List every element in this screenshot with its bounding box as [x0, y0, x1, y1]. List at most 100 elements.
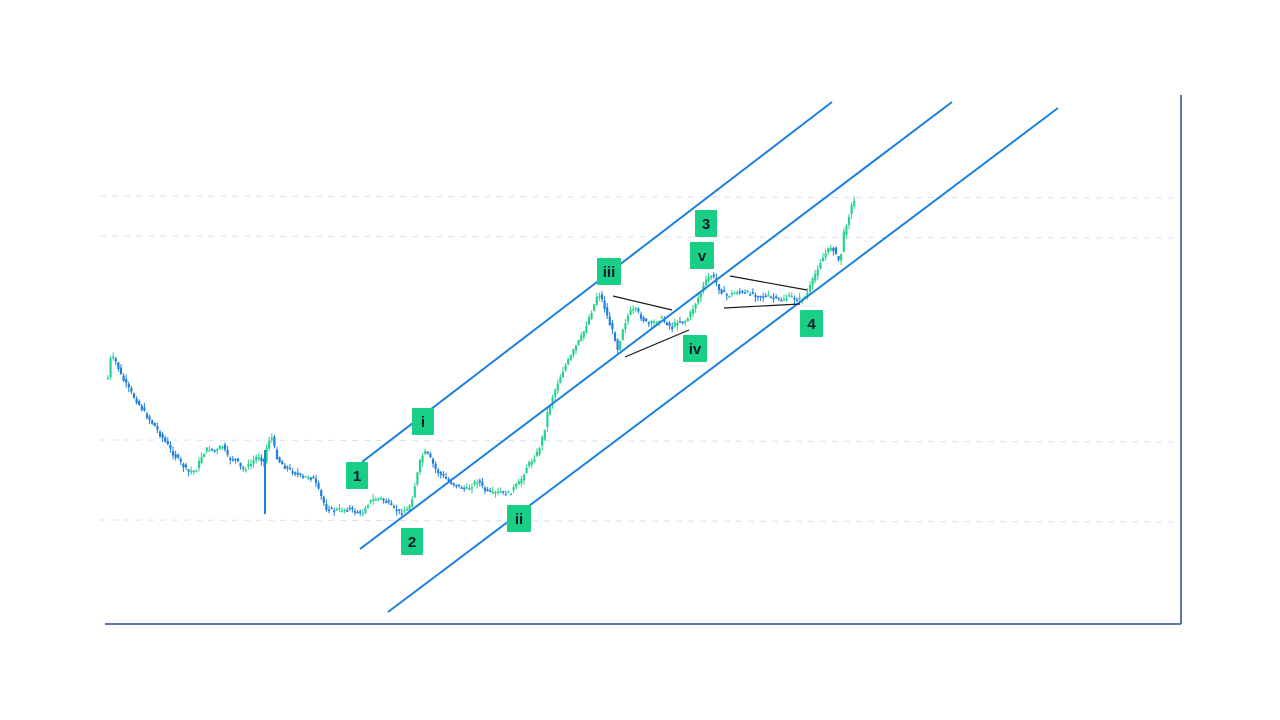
candle-body [756, 296, 760, 298]
candle-body [281, 461, 284, 465]
candle-body [239, 462, 242, 467]
wave-iv-upper-trendline [612, 295, 673, 311]
candle-body [405, 509, 409, 511]
candle-body [257, 457, 260, 459]
candle-body [255, 456, 258, 461]
candle-body [769, 296, 773, 299]
channel-middle-line [359, 101, 953, 550]
candle-body [821, 257, 825, 262]
candle-body [619, 341, 622, 350]
wave-label-box [690, 242, 714, 269]
candle-body [749, 294, 752, 296]
candle-body [361, 513, 364, 515]
candle-body [639, 314, 643, 319]
candle-body [296, 472, 299, 475]
candle-body [470, 487, 474, 489]
candle-body [455, 484, 458, 487]
candle-body [507, 491, 510, 493]
candle-body [158, 431, 162, 437]
candle-body [229, 457, 232, 460]
candle-body [759, 295, 762, 298]
candle-body [574, 345, 578, 351]
candle-body [197, 460, 201, 468]
candle-body [437, 469, 440, 474]
candle-body [673, 322, 676, 327]
wave-label-box [346, 462, 368, 489]
candle-body [580, 335, 583, 341]
candle-body [832, 247, 835, 252]
candle-body [275, 449, 279, 460]
candle-body [613, 332, 617, 342]
candle-body [426, 451, 429, 454]
candle-body [671, 326, 674, 329]
candle-body [374, 499, 377, 502]
candle-body [213, 449, 216, 452]
candle-body [762, 296, 765, 298]
candle-body [634, 307, 637, 310]
candle-body [242, 467, 245, 469]
candle-body [171, 451, 175, 456]
candle-body [444, 476, 448, 479]
candle-body [554, 389, 557, 397]
candle-body [320, 490, 323, 497]
gridline [99, 235, 1181, 239]
candle-body [327, 509, 331, 512]
candle-body [548, 405, 552, 415]
candle-body [710, 276, 713, 278]
candle-body [346, 510, 349, 512]
candle-body [785, 298, 788, 301]
candle-body [725, 294, 728, 296]
candle-body [767, 295, 770, 297]
candle-body [291, 471, 294, 474]
candle-body [226, 449, 229, 455]
candle-body [119, 367, 123, 375]
candle-body [697, 297, 700, 303]
candle-body [166, 440, 169, 445]
candle-body [216, 449, 219, 451]
candle-body [515, 483, 518, 488]
candle-body [312, 476, 315, 479]
candle-body [658, 320, 661, 323]
candle-body [153, 422, 156, 427]
wave-label-i: i [412, 408, 434, 435]
candle-body [489, 490, 492, 492]
candle-body [421, 455, 424, 463]
candle-body [398, 509, 401, 511]
wave-4-lower-trendline [723, 303, 801, 309]
wave-label-box [683, 335, 707, 362]
candle-body [676, 322, 679, 326]
candle-body [853, 200, 856, 207]
candle-body [249, 463, 253, 466]
candle-body [429, 453, 432, 458]
candle-body [600, 294, 604, 300]
candle-body [317, 483, 320, 489]
candle-body [338, 508, 341, 510]
candle-body [611, 323, 614, 330]
candle-body [491, 491, 494, 493]
candle-body [572, 349, 575, 356]
candle-body [314, 478, 318, 483]
candle-body [452, 483, 455, 485]
candle-body [353, 510, 357, 513]
candle-body [125, 379, 128, 383]
candle-body [530, 461, 533, 465]
channel-lower-line [387, 107, 1059, 613]
gridline [99, 439, 1181, 443]
candle-body [590, 312, 593, 319]
wave-label-v: v [690, 242, 714, 269]
candle-body [840, 253, 843, 261]
candle-body [543, 429, 546, 440]
candle-body [138, 401, 141, 406]
wave-label-2: 2 [401, 528, 423, 555]
candle-body [122, 375, 125, 381]
candle-body [106, 377, 110, 380]
candle-body [647, 322, 650, 325]
candle-body [460, 487, 463, 489]
candle-body [413, 486, 416, 498]
candle-body [525, 467, 528, 474]
candle-body [517, 481, 520, 485]
candle-body [564, 365, 567, 371]
candle-body [203, 454, 206, 458]
candle-body [720, 289, 723, 294]
wave-label-text: 1 [353, 468, 361, 485]
